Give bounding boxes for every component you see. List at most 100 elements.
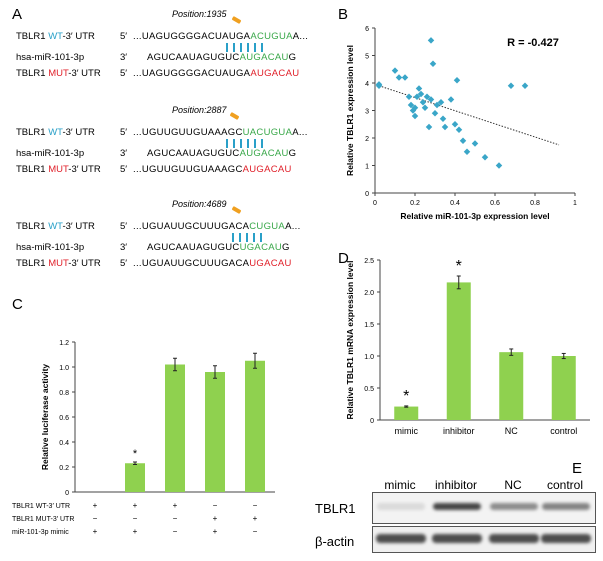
trend-line xyxy=(378,85,560,146)
y-axis-label: Relative TBLR1 expression level xyxy=(345,45,355,176)
mir-sequence: AGUCAAUAGUGUCAUGACAUG xyxy=(147,53,296,63)
wt-label-tag: WT xyxy=(48,221,63,232)
condition-sign: + xyxy=(253,514,258,523)
actin-band xyxy=(432,534,482,543)
base-pair-tick xyxy=(254,43,256,52)
mir-label: hsa-miR-101-3p xyxy=(16,52,85,63)
correlation-annotation: R = -0.427 xyxy=(507,37,559,49)
mut-utr-label: TBLR1 MUT-3′ UTR xyxy=(16,165,101,175)
scatter-point xyxy=(463,148,471,156)
condition-sign: − xyxy=(213,501,218,510)
bar xyxy=(499,352,524,420)
bar xyxy=(394,406,419,420)
panel-d-bar-chart: 0 0.5 1.0 1.5 2.0 2.5 * mimic * inhibitor NC contro… xyxy=(345,258,590,436)
mir-seq-site: UGACAU xyxy=(239,242,283,253)
wt-label-text: TBLR1 xyxy=(16,221,49,232)
bar xyxy=(245,360,265,492)
x-tick-label: 1 xyxy=(573,200,577,207)
scatter-point xyxy=(441,123,449,131)
wt-label-tag: WT xyxy=(48,31,63,42)
condition-sign: − xyxy=(253,501,258,510)
condition-sign: + xyxy=(93,527,98,536)
mut-label-tag: MUT xyxy=(48,68,69,79)
significance-star: * xyxy=(403,388,409,405)
wt-label-suffix: -3′ UTR xyxy=(62,221,95,232)
mut-sequence: ...UGUUGUUGUAAAGCAUGACAU xyxy=(133,165,292,175)
y-tick-label: 1.2 xyxy=(59,340,69,347)
mut-label-text: TBLR1 xyxy=(16,68,49,79)
base-pair-tick xyxy=(233,43,235,52)
wt-seq-pre: ...UAGUGGGGACUAUGA xyxy=(133,31,251,42)
x-tick-label: inhibitor xyxy=(443,426,475,436)
x-tick-label: 0.8 xyxy=(530,200,540,207)
blot-row-label: TBLR1 xyxy=(315,501,356,516)
scatter-point xyxy=(407,101,415,109)
scatter-point xyxy=(427,37,435,44)
mut-prime: 5′ xyxy=(120,258,128,269)
condition-row-label: miR-101-3p mimic xyxy=(12,529,69,536)
wt-label-suffix: -3′ UTR xyxy=(62,127,95,138)
mut-utr-label: TBLR1 MUT-3′ UTR xyxy=(16,69,101,79)
tblr1-band xyxy=(542,503,590,510)
tblr1-band xyxy=(377,503,425,510)
condition-row-label: TBLR1 MUT-3′ UTR xyxy=(12,516,74,523)
mir-seq-pre: AGUCAAUAGUGUC xyxy=(147,242,240,253)
scatter-point xyxy=(415,85,423,92)
mut-prime: 5′ xyxy=(120,164,128,175)
wt-label-text: TBLR1 xyxy=(16,127,49,138)
mir-prime: 3′ xyxy=(120,52,128,63)
scatter-point xyxy=(423,93,431,101)
wt-seq-site: UACUGUA xyxy=(242,127,293,138)
base-pair-tick xyxy=(239,233,241,242)
position-label: Position:2887 xyxy=(172,105,227,115)
x-tick-label: NC xyxy=(505,426,518,436)
base-pair-tick xyxy=(240,139,242,148)
y-tick-label: 2.5 xyxy=(364,258,374,265)
actin-band xyxy=(489,534,539,543)
position-label: Position:4689 xyxy=(172,199,227,209)
condition-sign: + xyxy=(133,501,138,510)
base-pair-tick xyxy=(240,43,242,52)
base-pair-tick xyxy=(261,139,263,148)
bar xyxy=(165,364,185,492)
wt-prime: 5′ xyxy=(120,221,128,232)
panel-c-bar-chart: 0 0.2 0.4 0.6 0.8 1.0 1.2 * Relative luciferase … xyxy=(12,340,275,536)
base-pair-tick xyxy=(261,43,263,52)
tblr1-band xyxy=(490,503,538,510)
y-tick-label: 3 xyxy=(365,109,369,116)
wt-sequence: ...UGUUGUUGUAAAGCUACUGUAA... xyxy=(133,128,308,138)
mir-label: hsa-miR-101-3p xyxy=(16,242,85,253)
wt-prime: 5′ xyxy=(120,31,128,42)
scatter-point xyxy=(437,98,445,106)
condition-row-label: TBLR1 WT-3′ UTR xyxy=(12,503,70,510)
y-tick-label: 0.5 xyxy=(364,386,374,393)
y-tick-label: 2.0 xyxy=(364,290,374,297)
scatter-point xyxy=(471,140,479,147)
site-marker xyxy=(229,112,240,120)
wt-label-suffix: -3′ UTR xyxy=(62,31,95,42)
base-pair-tick xyxy=(232,233,234,242)
mir-seq-post: G xyxy=(288,52,297,63)
condition-sign: − xyxy=(173,514,178,523)
scatter-point xyxy=(447,96,455,103)
y-tick-label: 2 xyxy=(365,136,369,143)
scatter-point xyxy=(495,162,503,169)
mut-seq-site: UGACAU xyxy=(249,258,292,269)
mut-label-tag: MUT xyxy=(48,258,69,269)
scatter-point xyxy=(405,93,413,101)
panel-label-a: A xyxy=(12,6,23,23)
wt-seq-post: A... xyxy=(292,31,309,42)
wt-prime: 5′ xyxy=(120,127,128,138)
wt-sequence: ...UAGUGGGGACUAUGAACUGUAA... xyxy=(133,32,308,42)
y-tick-label: 1.5 xyxy=(364,322,374,329)
y-tick-label: 0 xyxy=(365,191,369,198)
site-marker xyxy=(231,206,242,214)
y-tick-label: 1.0 xyxy=(364,354,374,361)
mir-seq-pre: AGUCAAUAGUGUC xyxy=(147,148,240,159)
wt-seq-site: ACUGUA xyxy=(250,31,293,42)
x-tick-label: mimic xyxy=(395,426,419,436)
mut-seq-site: AUGACAU xyxy=(242,164,292,175)
mut-label-suffix: -3′ UTR xyxy=(68,68,101,79)
scatter-point xyxy=(451,120,459,128)
mir-prime: 3′ xyxy=(120,242,128,253)
